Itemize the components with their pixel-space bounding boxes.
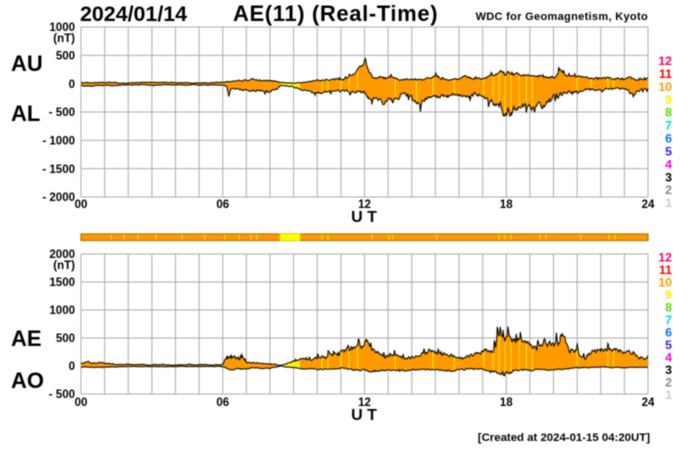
- svg-text:1: 1: [665, 196, 672, 210]
- svg-text:1500: 1500: [49, 277, 75, 289]
- svg-text:1000: 1000: [49, 22, 75, 34]
- svg-text:AU: AU: [11, 51, 43, 76]
- svg-text:3: 3: [665, 363, 672, 377]
- svg-text:00: 00: [75, 199, 88, 211]
- svg-text:7: 7: [665, 313, 672, 327]
- svg-text:U T: U T: [351, 407, 377, 424]
- svg-text:9: 9: [665, 93, 672, 107]
- svg-text:2000: 2000: [49, 249, 75, 261]
- svg-text:00: 00: [75, 397, 88, 409]
- svg-text:18: 18: [500, 199, 513, 211]
- svg-text:1: 1: [665, 388, 672, 402]
- svg-text:12: 12: [358, 397, 371, 409]
- svg-text:11: 11: [659, 67, 672, 81]
- svg-text:0: 0: [69, 361, 75, 373]
- svg-text:(nT): (nT): [53, 33, 75, 45]
- svg-text:AE(11) (Real-Time): AE(11) (Real-Time): [233, 1, 438, 26]
- svg-text:12: 12: [658, 54, 672, 68]
- svg-text:500: 500: [56, 333, 75, 345]
- svg-text:- 2000: - 2000: [42, 192, 75, 204]
- svg-text:4: 4: [665, 350, 672, 364]
- svg-text:9: 9: [665, 288, 672, 302]
- svg-text:3: 3: [665, 170, 672, 184]
- svg-text:- 500: - 500: [49, 389, 75, 401]
- svg-text:10: 10: [658, 276, 672, 290]
- svg-text:500: 500: [56, 51, 75, 63]
- svg-text:- 1000: - 1000: [42, 136, 75, 148]
- svg-text:7: 7: [665, 119, 672, 133]
- svg-text:5: 5: [665, 144, 672, 158]
- svg-text:[Created at 2024-01-15 04:20UT: [Created at 2024-01-15 04:20UT]: [478, 432, 650, 444]
- svg-text:8: 8: [665, 106, 672, 120]
- svg-text:12: 12: [658, 251, 672, 265]
- svg-text:4: 4: [665, 157, 672, 171]
- svg-text:2: 2: [665, 375, 672, 389]
- svg-text:06: 06: [216, 397, 229, 409]
- svg-text:18: 18: [500, 397, 513, 409]
- svg-text:24: 24: [642, 397, 655, 409]
- svg-text:(nT): (nT): [53, 260, 75, 272]
- svg-text:10: 10: [658, 80, 672, 94]
- svg-text:AL: AL: [11, 101, 40, 126]
- svg-text:11: 11: [659, 263, 672, 277]
- svg-text:1000: 1000: [49, 305, 75, 317]
- svg-text:AE: AE: [11, 326, 42, 351]
- svg-text:24: 24: [642, 199, 655, 211]
- svg-text:06: 06: [216, 199, 229, 211]
- svg-text:U T: U T: [351, 209, 377, 226]
- svg-text:12: 12: [358, 199, 371, 211]
- svg-text:8: 8: [665, 301, 672, 315]
- svg-text:6: 6: [665, 325, 672, 339]
- svg-text:- 1500: - 1500: [42, 164, 75, 176]
- svg-text:- 500: - 500: [49, 107, 75, 119]
- svg-text:WDC for Geomagnetism, Kyoto: WDC for Geomagnetism, Kyoto: [476, 11, 648, 23]
- svg-text:AO: AO: [11, 368, 44, 393]
- svg-text:6: 6: [665, 132, 672, 146]
- svg-text:2024/01/14: 2024/01/14: [80, 2, 187, 26]
- svg-text:2: 2: [665, 183, 672, 197]
- svg-text:5: 5: [665, 338, 672, 352]
- svg-text:0: 0: [69, 79, 75, 91]
